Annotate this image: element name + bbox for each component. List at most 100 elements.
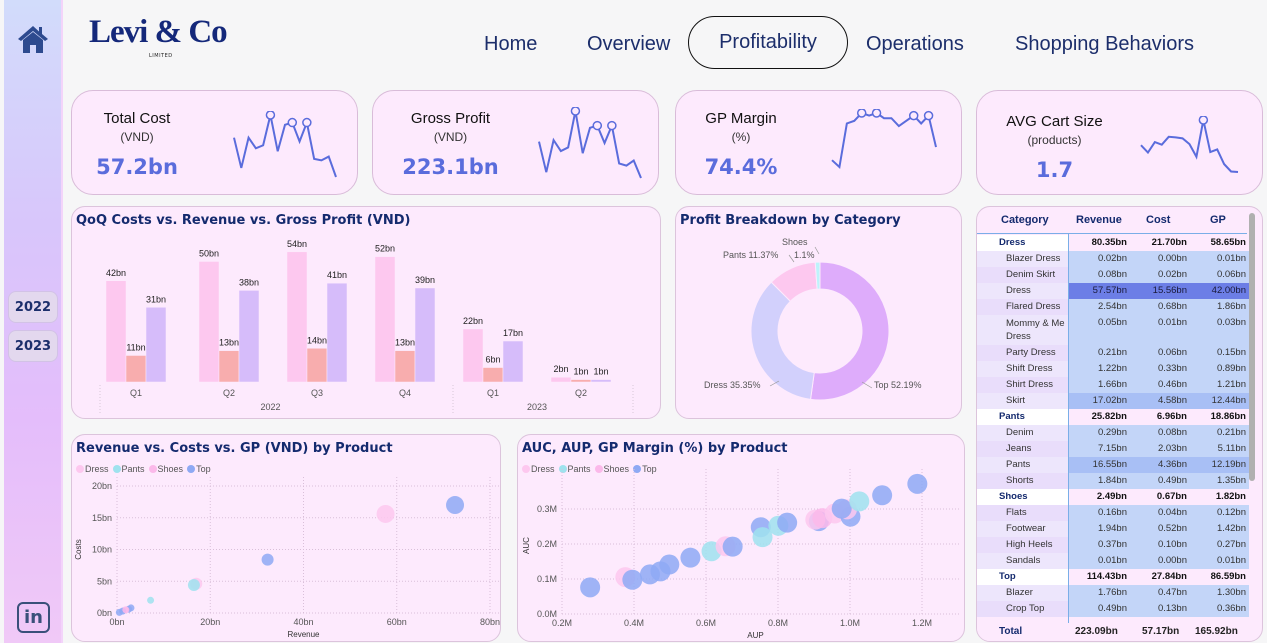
bar-data-label: 52bn (375, 244, 395, 254)
column-header-cost[interactable]: Cost (1146, 214, 1171, 226)
scatter-point-pants (849, 491, 870, 512)
cell-gp: 1.42bn (1190, 521, 1249, 537)
x-tick-label: Q1 (130, 388, 142, 398)
legend-item-top[interactable]: Top (187, 464, 211, 474)
table-row[interactable]: Skirt 17.02bn 4.58bn 12.44bn (977, 393, 1249, 409)
cell-gp: 0.27bn (1190, 537, 1249, 553)
table-group-row[interactable]: − Top 114.43bn 27.84bn 86.59bn (977, 569, 1247, 585)
scatter-point-pants (752, 527, 773, 548)
chart-legend: Dress Pants Shoes Top (522, 464, 657, 474)
legend-item-top[interactable]: Top (633, 464, 657, 474)
legend-item-pants[interactable]: Pants (558, 464, 591, 474)
legend-item-shoes[interactable]: Shoes (148, 464, 183, 474)
x-tick-label: 80bn (480, 617, 500, 627)
nav-operations[interactable]: Operations (866, 33, 964, 55)
scatter-point-dress (376, 504, 395, 523)
scatter-point-top (446, 496, 465, 515)
kpi-title: Gross Profit (410, 110, 491, 127)
bar-costs (570, 379, 592, 383)
table-row[interactable]: Sandals 0.01bn 0.00bn 0.01bn (977, 553, 1249, 569)
table-scrollbar[interactable] (1249, 213, 1255, 481)
table-row[interactable]: Shirt Dress 1.66bn 0.46bn 1.21bn (977, 377, 1249, 393)
bar-costs (306, 348, 328, 383)
table-row[interactable]: Party Dress 0.21bn 0.06bn 0.15bn (977, 345, 1249, 361)
table-row[interactable]: Shift Dress 1.22bn 0.33bn 0.89bn (977, 361, 1249, 377)
bar-data-label: 1bn (593, 367, 608, 377)
column-header-gp[interactable]: GP (1210, 214, 1226, 226)
table-row[interactable]: Pants 16.55bn 4.36bn 12.19bn (977, 457, 1249, 473)
home-icon[interactable] (17, 24, 49, 54)
cell-cost: 0.01bn (1130, 315, 1190, 345)
table-row[interactable]: Footwear 1.94bn 0.52bn 1.42bn (977, 521, 1249, 537)
table-row[interactable]: Mommy & Me Dress 0.05bn 0.01bn 0.03bn (977, 315, 1249, 345)
bar-data-label: 1bn (573, 367, 588, 377)
bar-gross-profit (238, 290, 260, 383)
table-row[interactable]: Blazer 1.76bn 0.47bn 1.30bn (977, 585, 1249, 601)
profit-donut-chart: Top 52.19% Dress 35.35% Pants 11.37% Shoes 1… (704, 237, 922, 401)
table-row[interactable]: Denim 0.29bn 0.08bn 0.21bn (977, 425, 1249, 441)
table-row[interactable]: Flats 0.16bn 0.04bn 0.12bn (977, 505, 1249, 521)
kpi-sparkline (1140, 116, 1239, 173)
legend-item-pants[interactable]: Pants (112, 464, 145, 474)
year-filter-2023[interactable]: 2023 (8, 330, 58, 362)
linkedin-icon[interactable]: in (17, 602, 50, 633)
x-tick-label: Q2 (223, 388, 235, 398)
auc-aup-scatter: 0.2M 0.4M 0.6M 0.8M 1.0M 1.2M 0.0M 0.1M 0.2M 0.3M… (522, 467, 959, 640)
x-tick-label: 0.6M (696, 618, 716, 628)
nav-home[interactable]: Home (484, 33, 538, 55)
table-row[interactable]: Blazer Dress 0.02bn 0.00bn 0.01bn (977, 251, 1249, 267)
bar-revenue (198, 261, 220, 383)
nav-shopping-behaviors[interactable]: Shopping Behaviors (1015, 33, 1195, 55)
table-row[interactable]: Flared Dress 2.54bn 0.68bn 1.86bn (977, 299, 1249, 315)
bar-data-label: 13bn (395, 338, 415, 348)
scatter-point-top (777, 512, 798, 533)
legend-item-dress[interactable]: Dress (522, 464, 555, 474)
cell-cost: 0.10bn (1130, 537, 1190, 553)
table-group-row[interactable]: − Pants 25.82bn 6.96bn 18.86bn (977, 409, 1247, 425)
sparkline-marker (856, 109, 867, 118)
year-filter-2022[interactable]: 2022 (8, 291, 58, 323)
y-tick-label: 5bn (97, 576, 112, 586)
cell-revenue: 2.54bn (1068, 299, 1130, 315)
cell-cost: 0.00bn (1130, 553, 1190, 569)
table-group-row[interactable]: − Shoes 2.49bn 0.67bn 1.82bn (977, 489, 1247, 505)
table-row[interactable]: Denim Skirt 0.08bn 0.02bn 0.06bn (977, 267, 1249, 283)
total-gp: 165.92bn (1195, 626, 1238, 637)
nav-overview[interactable]: Overview (587, 33, 671, 55)
column-header-revenue[interactable]: Revenue (1076, 214, 1122, 226)
cell-cost: 27.84bn (1151, 571, 1187, 582)
cell-revenue: 7.15bn (1068, 441, 1130, 457)
cell-category: Flared Dress (977, 299, 1068, 315)
cell-gp: 1.35bn (1190, 473, 1249, 489)
table-row[interactable]: Dress 57.57bn 15.56bn 42.00bn (977, 283, 1249, 299)
cell-category: Shorts (977, 473, 1068, 489)
column-header-category[interactable]: Category (1001, 214, 1049, 226)
table-row[interactable]: High Heels 0.37bn 0.10bn 0.27bn (977, 537, 1249, 553)
table-row[interactable]: Crop Top 0.49bn 0.13bn 0.36bn (977, 601, 1249, 617)
cell-revenue: 80.35bn (1091, 237, 1127, 248)
cell-gp: 0.01bn (1190, 553, 1249, 569)
cell-cost: 0.06bn (1130, 345, 1190, 361)
cell-revenue: 0.08bn (1068, 267, 1130, 283)
table-group-row[interactable]: − Dress 80.35bn 21.70bn 58.65bn (977, 235, 1247, 251)
scatter-point-pants (187, 579, 200, 592)
legend-item-shoes[interactable]: Shoes (594, 464, 629, 474)
cell-category: Denim Skirt (977, 267, 1068, 283)
cell-revenue: 1.94bn (1068, 521, 1130, 537)
cell-cost: 21.70bn (1151, 237, 1187, 248)
cell-gp: 1.21bn (1190, 377, 1249, 393)
donut-leader-line (861, 381, 873, 389)
legend-item-dress[interactable]: Dress (76, 464, 109, 474)
table-row[interactable]: Jeans 7.15bn 2.03bn 5.11bn (977, 441, 1249, 457)
cell-category: Shift Dress (977, 361, 1068, 377)
chart-title: AUC, AUP, GP Margin (%) by Product (522, 441, 788, 456)
bar-gross-profit (590, 379, 612, 383)
table-header: Category Revenue Cost GP (977, 207, 1247, 234)
donut-data-label: Shoes (782, 237, 808, 247)
cell-gp: 0.89bn (1190, 361, 1249, 377)
sparkline-line (1140, 119, 1239, 173)
cell-cost: 0.00bn (1130, 251, 1190, 267)
kpi-card-avg-cart-size: AVG Cart Size (products) 1.7 (976, 90, 1263, 195)
nav-profitability[interactable]: Profitability (688, 16, 848, 69)
table-row[interactable]: Shorts 1.84bn 0.49bn 1.35bn (977, 473, 1249, 489)
